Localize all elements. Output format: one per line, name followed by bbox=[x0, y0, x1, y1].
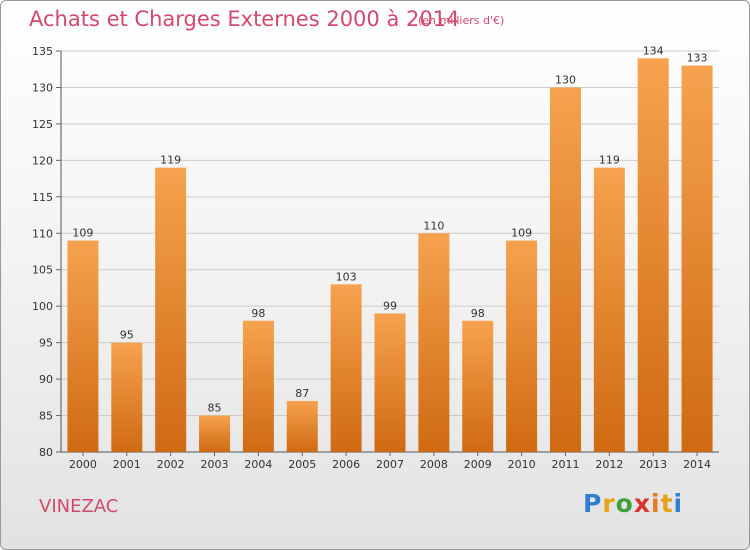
logo-letter: t bbox=[660, 489, 674, 518]
chart-subtitle: (en milliers d'€) bbox=[418, 14, 505, 27]
data-label: 109 bbox=[511, 227, 532, 240]
y-tick-label: 115 bbox=[32, 191, 53, 204]
data-label: 119 bbox=[599, 154, 620, 167]
logo-letter: i bbox=[673, 489, 684, 518]
x-tick-label: 2011 bbox=[551, 458, 579, 471]
x-tick-label: 2009 bbox=[464, 458, 492, 471]
y-tick-label: 135 bbox=[32, 45, 53, 58]
bar-2009 bbox=[462, 320, 494, 452]
logo-letter: P bbox=[583, 489, 603, 518]
bar-2003 bbox=[199, 415, 231, 452]
x-tick-label: 2008 bbox=[420, 458, 448, 471]
bars bbox=[67, 58, 713, 453]
bar-2007 bbox=[374, 313, 406, 452]
x-tick-label: 2013 bbox=[639, 458, 667, 471]
x-tick-label: 2006 bbox=[332, 458, 360, 471]
y-tick-label: 95 bbox=[39, 337, 53, 350]
data-label: 133 bbox=[687, 52, 708, 65]
y-tick-label: 130 bbox=[32, 81, 53, 94]
chart-title: Achats et Charges Externes 2000 à 2014 bbox=[29, 7, 460, 31]
bar-2001 bbox=[111, 342, 143, 452]
commune-name: VINEZAC bbox=[39, 496, 119, 517]
x-tick-label: 2004 bbox=[244, 458, 272, 471]
x-tick-label: 2010 bbox=[508, 458, 536, 471]
bar-2013 bbox=[637, 58, 669, 453]
y-tick-label: 100 bbox=[32, 300, 53, 313]
data-label: 119 bbox=[160, 154, 181, 167]
y-tick-label: 85 bbox=[39, 410, 53, 423]
bar-2002 bbox=[155, 167, 187, 452]
x-tick-label: 2003 bbox=[201, 458, 229, 471]
bar-2006 bbox=[330, 284, 362, 452]
bar-2014 bbox=[681, 65, 713, 452]
bar-2011 bbox=[549, 87, 581, 453]
x-tick-label: 2007 bbox=[376, 458, 404, 471]
data-label: 87 bbox=[295, 387, 309, 400]
x-tick-label: 2012 bbox=[595, 458, 623, 471]
data-label: 134 bbox=[643, 44, 664, 57]
y-tick-label: 110 bbox=[32, 227, 53, 240]
x-tick-label: 2001 bbox=[113, 458, 141, 471]
bar-2004 bbox=[242, 320, 274, 452]
data-label: 130 bbox=[555, 73, 576, 86]
x-tick-label: 2002 bbox=[157, 458, 185, 471]
proxiti-logo[interactable]: Proxiti bbox=[583, 489, 683, 518]
bar-2005 bbox=[286, 400, 318, 452]
logo-letter: x bbox=[633, 489, 651, 518]
bar-2008 bbox=[418, 233, 450, 452]
data-label: 99 bbox=[383, 299, 397, 312]
y-tick-label: 105 bbox=[32, 264, 53, 277]
y-tick-label: 120 bbox=[32, 154, 53, 167]
y-tick-label: 125 bbox=[32, 118, 53, 131]
bar-2010 bbox=[506, 240, 538, 452]
data-label: 95 bbox=[120, 329, 134, 342]
bar-2000 bbox=[67, 240, 99, 452]
data-label: 110 bbox=[423, 219, 444, 232]
logo-letter: i bbox=[651, 489, 661, 518]
data-label: 98 bbox=[251, 307, 265, 320]
bar-2012 bbox=[593, 167, 625, 452]
data-labels: 109 95 119 85 98 87 103 99 110 98 109 130 119 134 133 bbox=[72, 44, 707, 414]
x-tick-label: 2000 bbox=[69, 458, 97, 471]
data-label: 85 bbox=[208, 402, 222, 415]
y-tick-label: 80 bbox=[39, 446, 53, 459]
data-label: 109 bbox=[72, 227, 93, 240]
data-label: 98 bbox=[471, 307, 485, 320]
logo-letter: o bbox=[615, 489, 634, 518]
x-tick-label: 2014 bbox=[683, 458, 711, 471]
x-tick-label: 2005 bbox=[288, 458, 316, 471]
logo-letter: r bbox=[602, 489, 616, 518]
y-tick-label: 90 bbox=[39, 373, 53, 386]
data-label: 103 bbox=[336, 270, 357, 283]
